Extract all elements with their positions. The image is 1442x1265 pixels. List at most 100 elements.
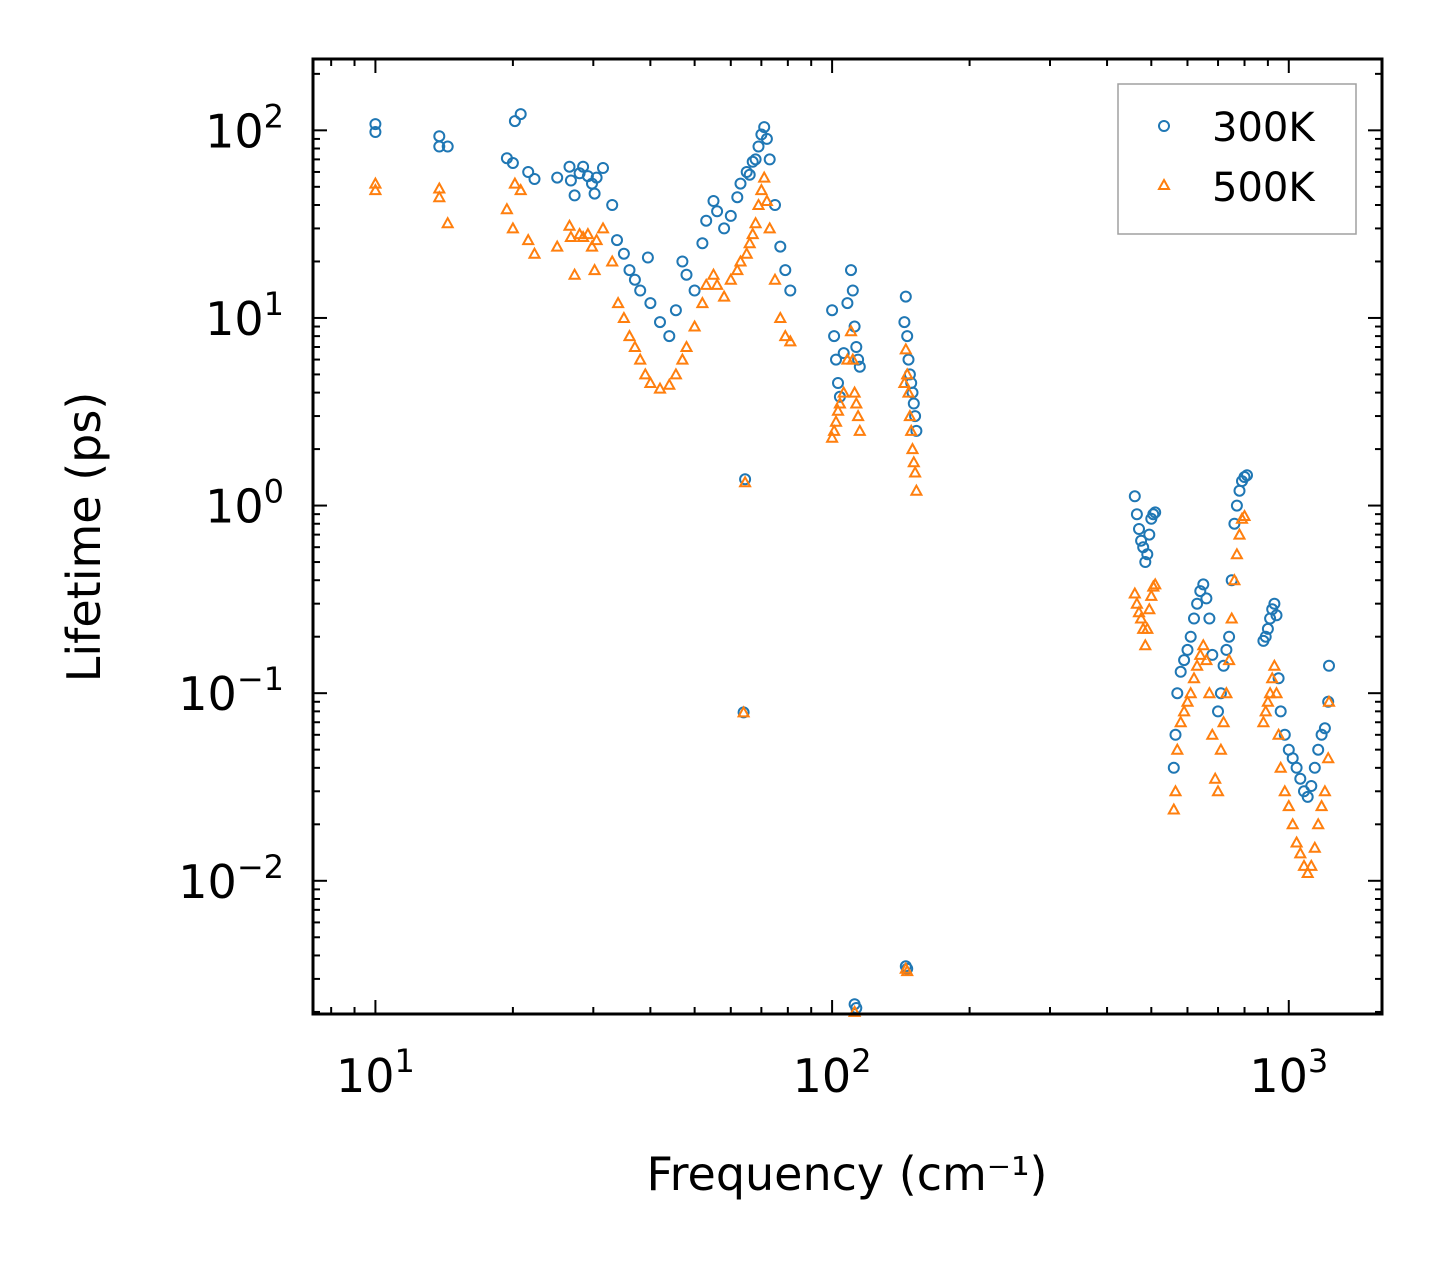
- data-point-500k: [1225, 611, 1239, 624]
- data-point-500k: [1177, 704, 1191, 717]
- data-point-300k: [902, 353, 915, 366]
- data-point-500k: [527, 246, 542, 259]
- data-point-500k: [853, 423, 867, 436]
- data-point-500k: [622, 329, 637, 342]
- data-point-500k: [585, 239, 599, 252]
- data-point-300k: [1230, 499, 1243, 512]
- data-point-500k: [596, 221, 610, 234]
- data-point-300k: [1171, 687, 1184, 700]
- data-point-500k: [1140, 621, 1154, 634]
- data-point-300k: [1212, 705, 1224, 718]
- data-point-300k: [508, 115, 521, 128]
- data-point-300k: [551, 171, 564, 184]
- data-point-500k: [1219, 686, 1234, 699]
- data-point-300k: [564, 174, 577, 187]
- data-point-300k: [779, 264, 792, 277]
- data-point-300k: [433, 130, 446, 143]
- data-point-500k: [1193, 647, 1207, 660]
- data-point-300k: [1203, 612, 1216, 625]
- data-point-500k: [1308, 840, 1322, 853]
- data-point-300k: [743, 168, 756, 181]
- legend-marker-500k: [1157, 177, 1171, 190]
- data-point-500k: [846, 352, 860, 365]
- y-tick-label: 10−1: [178, 660, 284, 721]
- data-point-300k: [731, 191, 744, 204]
- data-point-500k: [1187, 671, 1201, 684]
- legend-label-500k: 500K: [1212, 165, 1316, 211]
- data-point-300k: [826, 304, 839, 317]
- data-point-300k: [724, 209, 737, 222]
- data-point-300k: [641, 251, 654, 264]
- data-point-500k: [567, 267, 582, 280]
- data-point-300k: [680, 268, 693, 281]
- data-point-500k: [1304, 858, 1318, 871]
- data-point-500k: [908, 465, 922, 478]
- data-point-500k: [1138, 638, 1152, 651]
- data-point-300k: [669, 304, 682, 317]
- data-point-300k: [784, 284, 797, 297]
- data-point-500k: [1318, 784, 1332, 797]
- legend-box: [1117, 83, 1357, 235]
- data-point-300k: [563, 160, 576, 173]
- data-point-500k: [825, 430, 839, 443]
- data-point-300k: [514, 108, 527, 121]
- data-point-500k: [1130, 596, 1144, 609]
- data-point-500k: [748, 216, 763, 229]
- data-point-300k: [1130, 508, 1143, 521]
- data-point-500k: [1208, 771, 1222, 784]
- legend-label-300k: 300K: [1212, 105, 1316, 151]
- data-point-500k: [1297, 858, 1311, 871]
- data-point-500k: [1311, 817, 1325, 830]
- data-point-500k: [1199, 653, 1214, 666]
- data-point-300k: [676, 255, 689, 268]
- data-point-500k: [1282, 799, 1296, 812]
- data-point-300k: [1220, 643, 1233, 656]
- data-point-300k: [663, 330, 676, 343]
- data-point-300k: [1194, 585, 1207, 598]
- data-point-500k: [743, 236, 757, 249]
- data-point-500k: [1322, 694, 1336, 707]
- data-point-500k: [675, 352, 690, 365]
- data-point-500k: [508, 176, 522, 189]
- data-point-300k: [1197, 578, 1210, 591]
- data-point-500k: [506, 221, 520, 234]
- data-point-500k: [1148, 577, 1162, 590]
- data-point-300k: [696, 237, 709, 250]
- data-point-500k: [1222, 653, 1236, 666]
- data-point-300k: [846, 284, 859, 297]
- data-point-300k: [899, 290, 912, 303]
- data-point-500k: [1321, 751, 1335, 764]
- data-point-500k: [695, 296, 710, 309]
- data-point-500k: [1263, 686, 1277, 699]
- data-point-500k: [1271, 727, 1286, 740]
- data-point-500k: [576, 229, 590, 242]
- data-point-300k: [1318, 722, 1331, 735]
- data-point-500k: [1142, 602, 1156, 615]
- data-point-300k: [528, 173, 541, 185]
- data-point-500k: [1170, 742, 1184, 755]
- data-point-500k: [1180, 694, 1195, 707]
- data-point-300k: [749, 153, 762, 166]
- data-point-300k: [841, 297, 854, 310]
- y-tick-label: 102: [205, 97, 284, 158]
- data-point-300k: [853, 360, 866, 373]
- data-point-500k: [564, 229, 578, 242]
- data-point-500k: [605, 254, 619, 267]
- x-tick-label: 101: [336, 1042, 415, 1103]
- data-point-500k: [1278, 784, 1292, 797]
- data-point-300k: [628, 273, 641, 286]
- data-point-300k: [1308, 761, 1321, 774]
- data-point-500k: [899, 342, 913, 355]
- data-point-500k: [1293, 846, 1307, 859]
- data-point-500k: [778, 329, 792, 342]
- data-point-300k: [588, 187, 601, 200]
- data-point-300k: [644, 297, 657, 310]
- data-point-300k: [1301, 790, 1314, 803]
- data-point-300k: [907, 397, 920, 410]
- x-tick-label: 102: [793, 1042, 872, 1103]
- data-point-500k: [768, 272, 782, 285]
- data-point-500k: [662, 377, 676, 390]
- data-point-300k: [1200, 592, 1213, 605]
- data-point-500k: [500, 202, 514, 215]
- data-point-500k: [1286, 817, 1300, 830]
